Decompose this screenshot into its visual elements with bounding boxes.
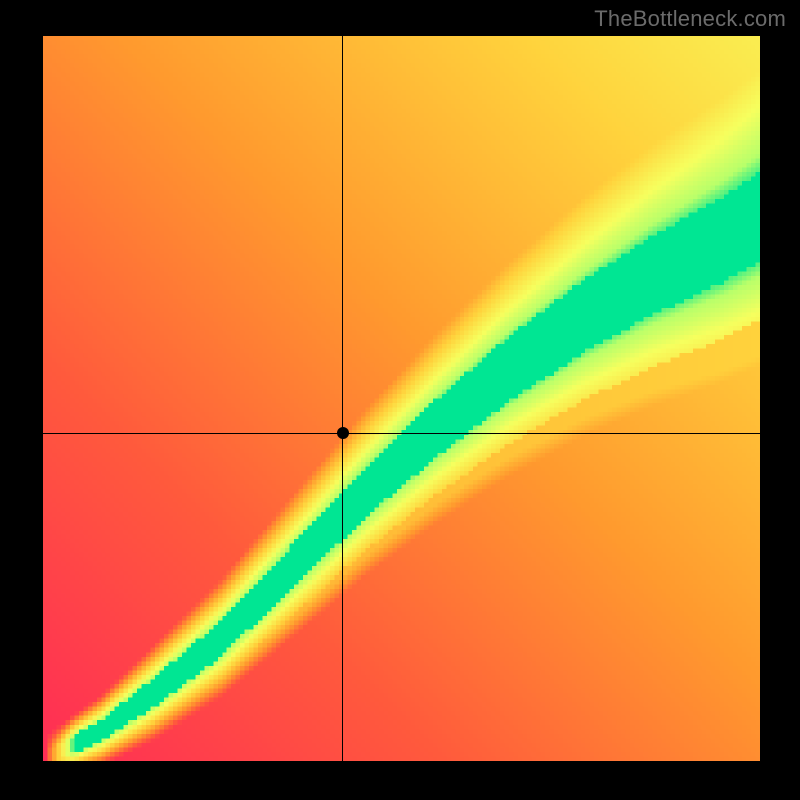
- crosshair-marker: [337, 427, 349, 439]
- crosshair-horizontal: [43, 433, 760, 434]
- watermark-text: TheBottleneck.com: [594, 6, 786, 32]
- heatmap-canvas: [43, 36, 760, 761]
- heatmap-plot: [43, 36, 760, 761]
- chart-container: TheBottleneck.com: [0, 0, 800, 800]
- crosshair-vertical: [342, 36, 343, 761]
